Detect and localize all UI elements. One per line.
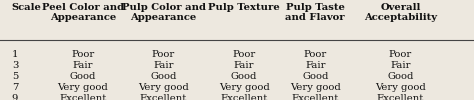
Text: Excellent: Excellent (220, 94, 268, 100)
Text: Good: Good (302, 72, 328, 81)
Text: Very good: Very good (290, 83, 341, 92)
Text: Very good: Very good (219, 83, 270, 92)
Text: Poor: Poor (71, 50, 95, 59)
Text: Excellent: Excellent (59, 94, 107, 100)
Text: Very good: Very good (138, 83, 189, 92)
Text: Poor: Poor (303, 50, 327, 59)
Text: 3: 3 (12, 61, 18, 70)
Text: Peel Color and
Appearance: Peel Color and Appearance (42, 3, 124, 22)
Text: Fair: Fair (390, 61, 411, 70)
Text: Fair: Fair (73, 61, 93, 70)
Text: Very good: Very good (375, 83, 426, 92)
Text: Good: Good (150, 72, 177, 81)
Text: Pulp Taste
and Flavor: Pulp Taste and Flavor (285, 3, 345, 22)
Text: Poor: Poor (389, 50, 412, 59)
Text: Fair: Fair (305, 61, 326, 70)
Text: Overall
Acceptability: Overall Acceptability (364, 3, 437, 22)
Text: Fair: Fair (234, 61, 255, 70)
Text: 7: 7 (12, 83, 18, 92)
Text: Poor: Poor (232, 50, 256, 59)
Text: Excellent: Excellent (292, 94, 339, 100)
Text: Excellent: Excellent (140, 94, 187, 100)
Text: 1: 1 (12, 50, 18, 59)
Text: Poor: Poor (152, 50, 175, 59)
Text: 5: 5 (12, 72, 18, 81)
Text: Scale: Scale (12, 3, 42, 12)
Text: Pulp Texture: Pulp Texture (208, 3, 280, 12)
Text: Good: Good (387, 72, 414, 81)
Text: Pulp Color and
Appearance: Pulp Color and Appearance (121, 3, 206, 22)
Text: Very good: Very good (57, 83, 109, 92)
Text: Good: Good (231, 72, 257, 81)
Text: Good: Good (70, 72, 96, 81)
Text: Excellent: Excellent (377, 94, 424, 100)
Text: 9: 9 (12, 94, 18, 100)
Text: Fair: Fair (153, 61, 174, 70)
